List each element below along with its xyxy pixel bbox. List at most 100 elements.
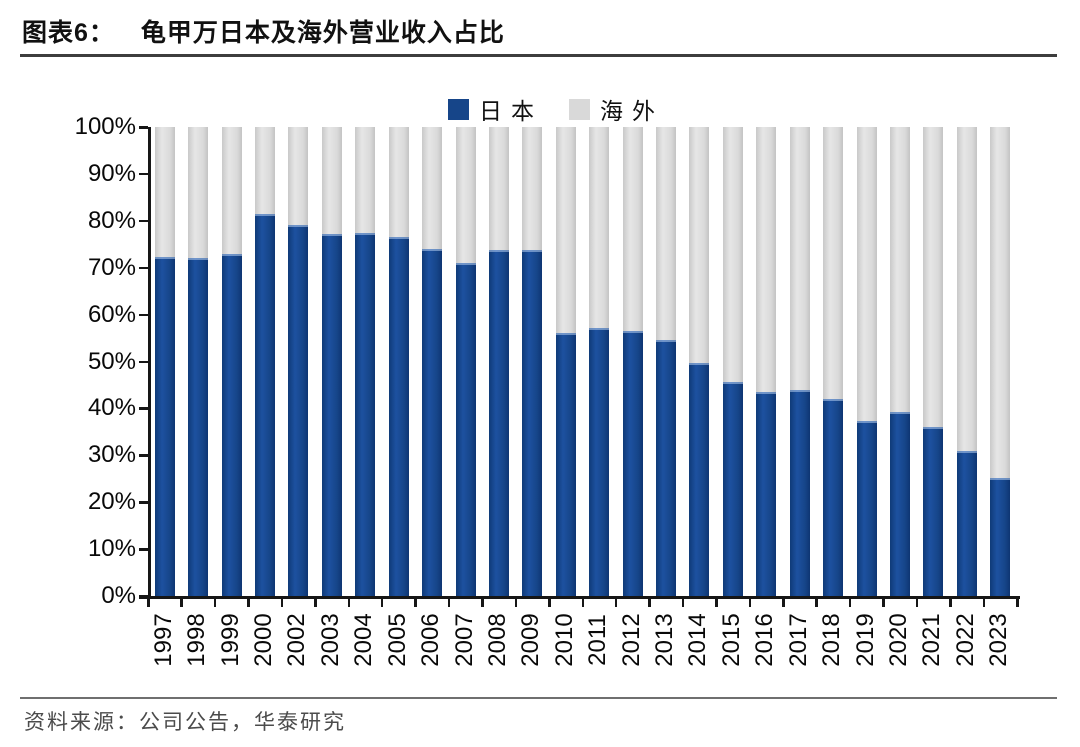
x-year-label: 2012: [617, 613, 645, 667]
bar-japan-2006: [422, 248, 443, 596]
y-tick-mark: [139, 313, 148, 317]
y-tick-mark: [139, 407, 148, 410]
bar-overseas-2022: [956, 127, 977, 451]
bar-japan-2019: [856, 421, 877, 596]
x-year-label: 2015: [717, 613, 745, 667]
x-year-label: 2017: [784, 613, 812, 667]
x-tick-mark: [882, 599, 885, 607]
y-tick-label: 100%: [74, 113, 136, 140]
bar-japan-2008: [488, 249, 509, 596]
bar-overseas-2012: [622, 127, 643, 332]
x-year-label: 2000: [249, 613, 277, 667]
bar-overseas-2007: [455, 127, 476, 263]
bar-japan-2015: [722, 381, 743, 596]
figure-title: 龟甲万日本及海外营业收入占比: [140, 19, 505, 47]
y-tick-label: 20%: [87, 488, 136, 516]
bar-overseas-2013: [656, 127, 677, 341]
bar-japan-2012: [622, 331, 643, 596]
x-tick-mark: [681, 599, 685, 607]
x-year-label: 1997: [149, 613, 177, 667]
x-year-label: 2014: [684, 613, 712, 667]
bar-japan-2016: [756, 391, 777, 596]
x-tick-mark: [748, 599, 752, 607]
bar-overseas-2004: [355, 127, 376, 234]
x-year-label: 2019: [851, 613, 879, 667]
bar-overseas-2006: [422, 127, 443, 249]
bar-overseas-2017: [789, 127, 810, 390]
bar-japan-2003: [321, 233, 342, 596]
x-tick-mark: [982, 599, 986, 607]
bar-japan-2009: [522, 250, 543, 596]
x-tick-mark: [280, 599, 284, 607]
y-tick-label: 60%: [87, 300, 136, 328]
title-divider: [20, 54, 1057, 57]
bar-overseas-2008: [488, 127, 509, 250]
x-year-label: 2007: [450, 613, 478, 667]
bar-japan-2022: [956, 450, 977, 596]
bar-japan-2020: [890, 411, 911, 596]
x-tick-mark: [782, 599, 785, 607]
footer-divider: [20, 697, 1057, 699]
bar-japan-2013: [656, 340, 677, 596]
bar-overseas-2011: [589, 127, 610, 328]
x-tick-mark: [915, 599, 919, 607]
legend-item-japan: 日本: [448, 92, 543, 126]
x-year-label: 2009: [517, 613, 545, 667]
bar-japan-2021: [923, 427, 944, 596]
x-year-label: 2006: [417, 613, 445, 667]
x-tick-mark: [314, 599, 317, 607]
x-year-label: 2008: [483, 613, 511, 667]
x-tick-mark: [949, 599, 952, 607]
bar-overseas-2003: [321, 127, 342, 234]
bar-overseas-2014: [689, 127, 710, 364]
japan-swatch-icon: [448, 98, 469, 120]
bar-japan-2004: [355, 233, 376, 596]
bar-overseas-1999: [221, 127, 242, 254]
x-tick-mark: [514, 599, 518, 607]
bar-overseas-2010: [555, 127, 576, 333]
x-year-label: 2004: [350, 613, 378, 667]
y-tick-mark: [139, 219, 148, 223]
bar-overseas-2016: [756, 127, 777, 392]
bar-japan-2023: [990, 477, 1011, 596]
x-tick-mark: [614, 599, 618, 607]
x-tick-mark: [213, 599, 217, 607]
y-tick-mark: [139, 360, 148, 363]
bar-japan-1999: [221, 253, 242, 596]
y-tick-mark: [139, 454, 148, 457]
bar-japan-2011: [589, 327, 610, 596]
x-year-label: 1998: [183, 613, 211, 667]
x-year-label: 2013: [651, 613, 679, 667]
x-axis: [139, 596, 1020, 599]
bar-japan-2002: [288, 224, 309, 596]
x-year-label: 2023: [985, 613, 1013, 667]
chart-legend: 日本 海外: [448, 92, 664, 126]
legend-label-overseas: 海外: [600, 98, 664, 124]
x-tick-mark: [481, 599, 484, 607]
bar-overseas-1998: [188, 127, 209, 259]
figure-header: 图表6： 龟甲万日本及海外营业收入占比: [22, 13, 505, 49]
y-tick-label: 10%: [87, 535, 136, 563]
x-tick-mark: [247, 599, 250, 607]
bar-overseas-2009: [522, 127, 543, 251]
y-axis: [148, 127, 151, 599]
x-year-label: 2005: [383, 613, 411, 667]
y-tick-mark: [139, 595, 148, 598]
x-tick-mark: [815, 599, 818, 607]
bar-japan-2018: [823, 399, 844, 596]
bar-japan-2007: [455, 263, 476, 596]
x-year-label: 2018: [818, 613, 846, 667]
x-tick-mark: [548, 599, 551, 607]
y-tick-label: 70%: [87, 253, 136, 281]
y-tick-label: 0%: [101, 582, 136, 609]
bar-overseas-2015: [722, 127, 743, 382]
x-year-label: 2022: [951, 613, 979, 667]
y-tick-label: 40%: [87, 394, 136, 422]
bar-overseas-2023: [990, 127, 1011, 478]
overseas-swatch-icon: [569, 98, 590, 120]
bar-overseas-2005: [388, 127, 409, 238]
x-year-label: 2020: [885, 613, 913, 667]
bar-japan-2010: [555, 332, 576, 596]
bar-japan-1998: [188, 258, 209, 596]
